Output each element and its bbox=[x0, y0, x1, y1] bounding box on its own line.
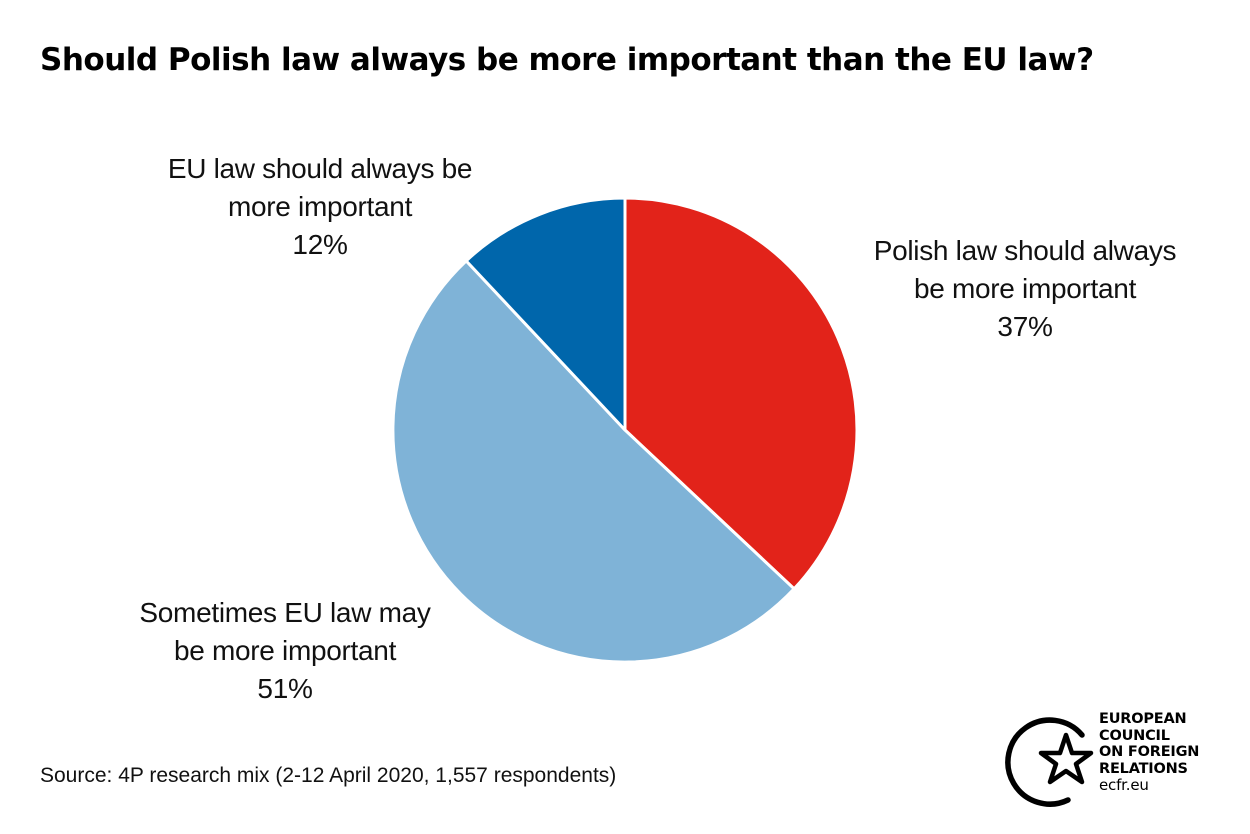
logo-line: RELATIONS bbox=[1099, 760, 1188, 777]
pie-slice-1 bbox=[391, 259, 796, 664]
ecfr-logo: EUROPEAN COUNCIL ON FOREIGN RELATIONS ec… bbox=[1000, 697, 1230, 817]
pie-slice-0 bbox=[623, 196, 859, 591]
slice-label-line: be more important bbox=[913, 273, 1137, 304]
slice-label-eu-law: EU law should always be more important 1… bbox=[135, 150, 505, 264]
pie-slice-2 bbox=[464, 196, 627, 432]
slice-value-label: 37% bbox=[997, 311, 1053, 342]
logo-line: EUROPEAN bbox=[1099, 711, 1187, 727]
slice-label-line: EU law should always be bbox=[167, 153, 473, 184]
logo-url: ecfr.eu bbox=[1099, 776, 1149, 794]
slice-label-line: Polish law should always bbox=[873, 235, 1177, 266]
logo-text: EUROPEAN COUNCIL ON FOREIGN RELATIONS ec… bbox=[1099, 711, 1199, 794]
slice-label-sometimes-eu-law: Sometimes EU law may be more important 5… bbox=[110, 594, 460, 708]
slice-label-polish-law: Polish law should always be more importa… bbox=[840, 232, 1210, 346]
slice-value-label: 51% bbox=[257, 673, 313, 704]
chart-title: Should Polish law always be more importa… bbox=[40, 42, 1094, 78]
slice-label-line: Sometimes EU law may bbox=[139, 597, 431, 628]
logo-line: ON FOREIGN bbox=[1099, 744, 1200, 760]
logo-line: COUNCIL bbox=[1099, 727, 1170, 744]
slice-value-label: 12% bbox=[292, 229, 348, 260]
logo-star-circle-icon bbox=[1005, 717, 1094, 807]
slice-label-line: be more important bbox=[173, 635, 397, 666]
slice-label-line: more important bbox=[227, 191, 413, 222]
source-note: Source: 4P research mix (2-12 April 2020… bbox=[40, 764, 617, 787]
